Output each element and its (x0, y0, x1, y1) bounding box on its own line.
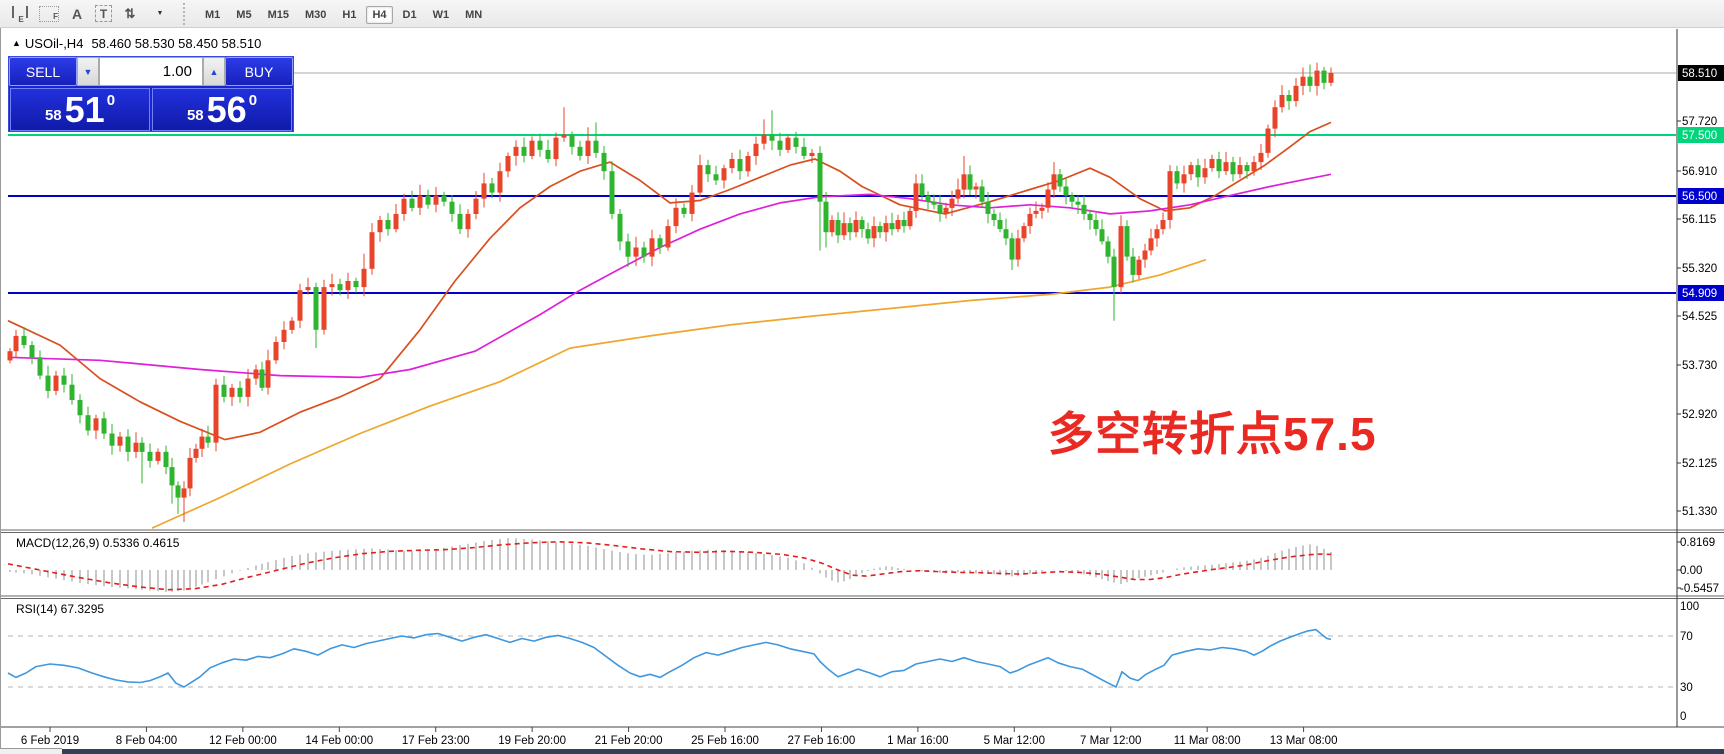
text-annotation-icon[interactable]: A (71, 5, 83, 22)
svg-text:0.8169: 0.8169 (1680, 537, 1715, 549)
sell-price-display[interactable]: 58 51 0 (10, 88, 150, 131)
buy-price-sup: 0 (248, 92, 258, 109)
svg-text:54.909: 54.909 (1682, 288, 1717, 300)
svg-text:11 Mar 08:00: 11 Mar 08:00 (1174, 735, 1241, 747)
toolbar-separator (183, 2, 189, 25)
svg-text:56.910: 56.910 (1682, 166, 1717, 178)
svg-text:17 Feb 23:00: 17 Feb 23:00 (402, 735, 470, 747)
buy-price-display[interactable]: 58 56 0 (152, 88, 292, 131)
macd-label: MACD(12,26,9) 0.5336 0.4615 (16, 536, 180, 550)
svg-text:8 Feb 04:00: 8 Feb 04:00 (116, 735, 177, 747)
bottom-window-edge (62, 749, 1724, 754)
buy-price-small: 58 (186, 107, 204, 124)
one-click-trading-panel: SELL ▼ 1.00 ▲ BUY 58 51 0 58 56 0 (8, 56, 294, 132)
sell-price-big: 51 (64, 89, 105, 130)
timeframe-button-w1[interactable]: W1 (432, 8, 450, 21)
timeframe-button-m30[interactable]: M30 (304, 8, 327, 21)
toolbar: E F A T ⇅ ▼ M1 M5 M15 M30 H1 H4 D1 W1 MN (0, 0, 1724, 28)
chart-title: ▲ USOil-,H4 58.460 58.530 58.450 58.510 (12, 36, 261, 51)
textbox-icon[interactable]: T (95, 5, 112, 22)
collapse-arrow-icon[interactable]: ▲ (12, 38, 21, 48)
bottom-corner-box (0, 748, 62, 754)
svg-text:25 Feb 16:00: 25 Feb 16:00 (691, 735, 759, 747)
svg-text:52.920: 52.920 (1682, 409, 1717, 421)
svg-text:57.720: 57.720 (1682, 116, 1717, 128)
svg-text:0: 0 (1680, 711, 1686, 723)
symbol-label: USOil-,H4 (24, 36, 84, 51)
timeframe-button-m15[interactable]: M15 (267, 8, 289, 21)
timeframe-button-mn[interactable]: MN (465, 8, 483, 21)
svg-text:57.500: 57.500 (1682, 130, 1717, 142)
volume-increase-button[interactable]: ▲ (203, 57, 225, 86)
volume-input[interactable]: 1.00 (99, 57, 203, 86)
timeframe-buttons: M1 M5 M15 M30 H1 H4 D1 W1 MN (197, 5, 490, 24)
timeframe-button-m5[interactable]: M5 (236, 8, 252, 21)
svg-text:13 Mar 08:00: 13 Mar 08:00 (1270, 735, 1338, 747)
svg-text:56.500: 56.500 (1682, 191, 1717, 203)
buy-price-big: 56 (206, 89, 247, 130)
svg-text:7 Mar 12:00: 7 Mar 12:00 (1080, 735, 1141, 747)
svg-text:-0.5457: -0.5457 (1680, 583, 1719, 595)
svg-text:0.00: 0.00 (1680, 565, 1702, 577)
ohlc-values: 58.460 58.530 58.450 58.510 (91, 36, 262, 51)
chevron-down-icon[interactable]: ▼ (156, 10, 164, 17)
svg-text:21 Feb 20:00: 21 Feb 20:00 (595, 735, 663, 747)
svg-text:53.730: 53.730 (1682, 360, 1717, 372)
timeframe-button-m1[interactable]: M1 (205, 8, 221, 21)
svg-text:58.510: 58.510 (1682, 68, 1717, 80)
svg-text:54.525: 54.525 (1682, 311, 1717, 323)
sell-price-small: 58 (44, 107, 62, 124)
svg-text:6 Feb 2019: 6 Feb 2019 (21, 735, 79, 747)
svg-text:51.330: 51.330 (1682, 506, 1717, 518)
chart-edit-icon[interactable]: E (9, 4, 33, 24)
timeframe-button-h1[interactable]: H1 (342, 8, 357, 21)
volume-decrease-button[interactable]: ▼ (77, 57, 99, 86)
sell-price-sup: 0 (106, 92, 116, 109)
svg-text:5 Mar 12:00: 5 Mar 12:00 (984, 735, 1045, 747)
cycle-arrows-icon[interactable]: ⇅ (124, 5, 136, 21)
svg-text:19 Feb 20:00: 19 Feb 20:00 (498, 735, 566, 747)
timeframe-button-h4[interactable]: H4 (366, 5, 393, 24)
svg-text:30: 30 (1680, 682, 1693, 694)
chart-text-annotation: 多空转折点57.5 (1048, 408, 1377, 460)
rsi-label: RSI(14) 67.3295 (16, 602, 105, 616)
buy-button[interactable]: BUY (225, 57, 293, 86)
timeframe-button-d1[interactable]: D1 (402, 8, 417, 21)
svg-text:12 Feb 00:00: 12 Feb 00:00 (209, 735, 277, 747)
svg-text:56.115: 56.115 (1682, 214, 1716, 226)
svg-text:27 Feb 16:00: 27 Feb 16:00 (788, 735, 856, 747)
grid-icon[interactable]: F (39, 5, 59, 22)
svg-text:52.125: 52.125 (1682, 458, 1717, 470)
svg-text:100: 100 (1680, 601, 1699, 613)
svg-text:70: 70 (1680, 631, 1693, 643)
sell-button[interactable]: SELL (9, 57, 77, 86)
svg-text:1 Mar 16:00: 1 Mar 16:00 (887, 735, 948, 747)
svg-text:55.320: 55.320 (1682, 263, 1717, 275)
svg-text:14 Feb 00:00: 14 Feb 00:00 (305, 735, 373, 747)
